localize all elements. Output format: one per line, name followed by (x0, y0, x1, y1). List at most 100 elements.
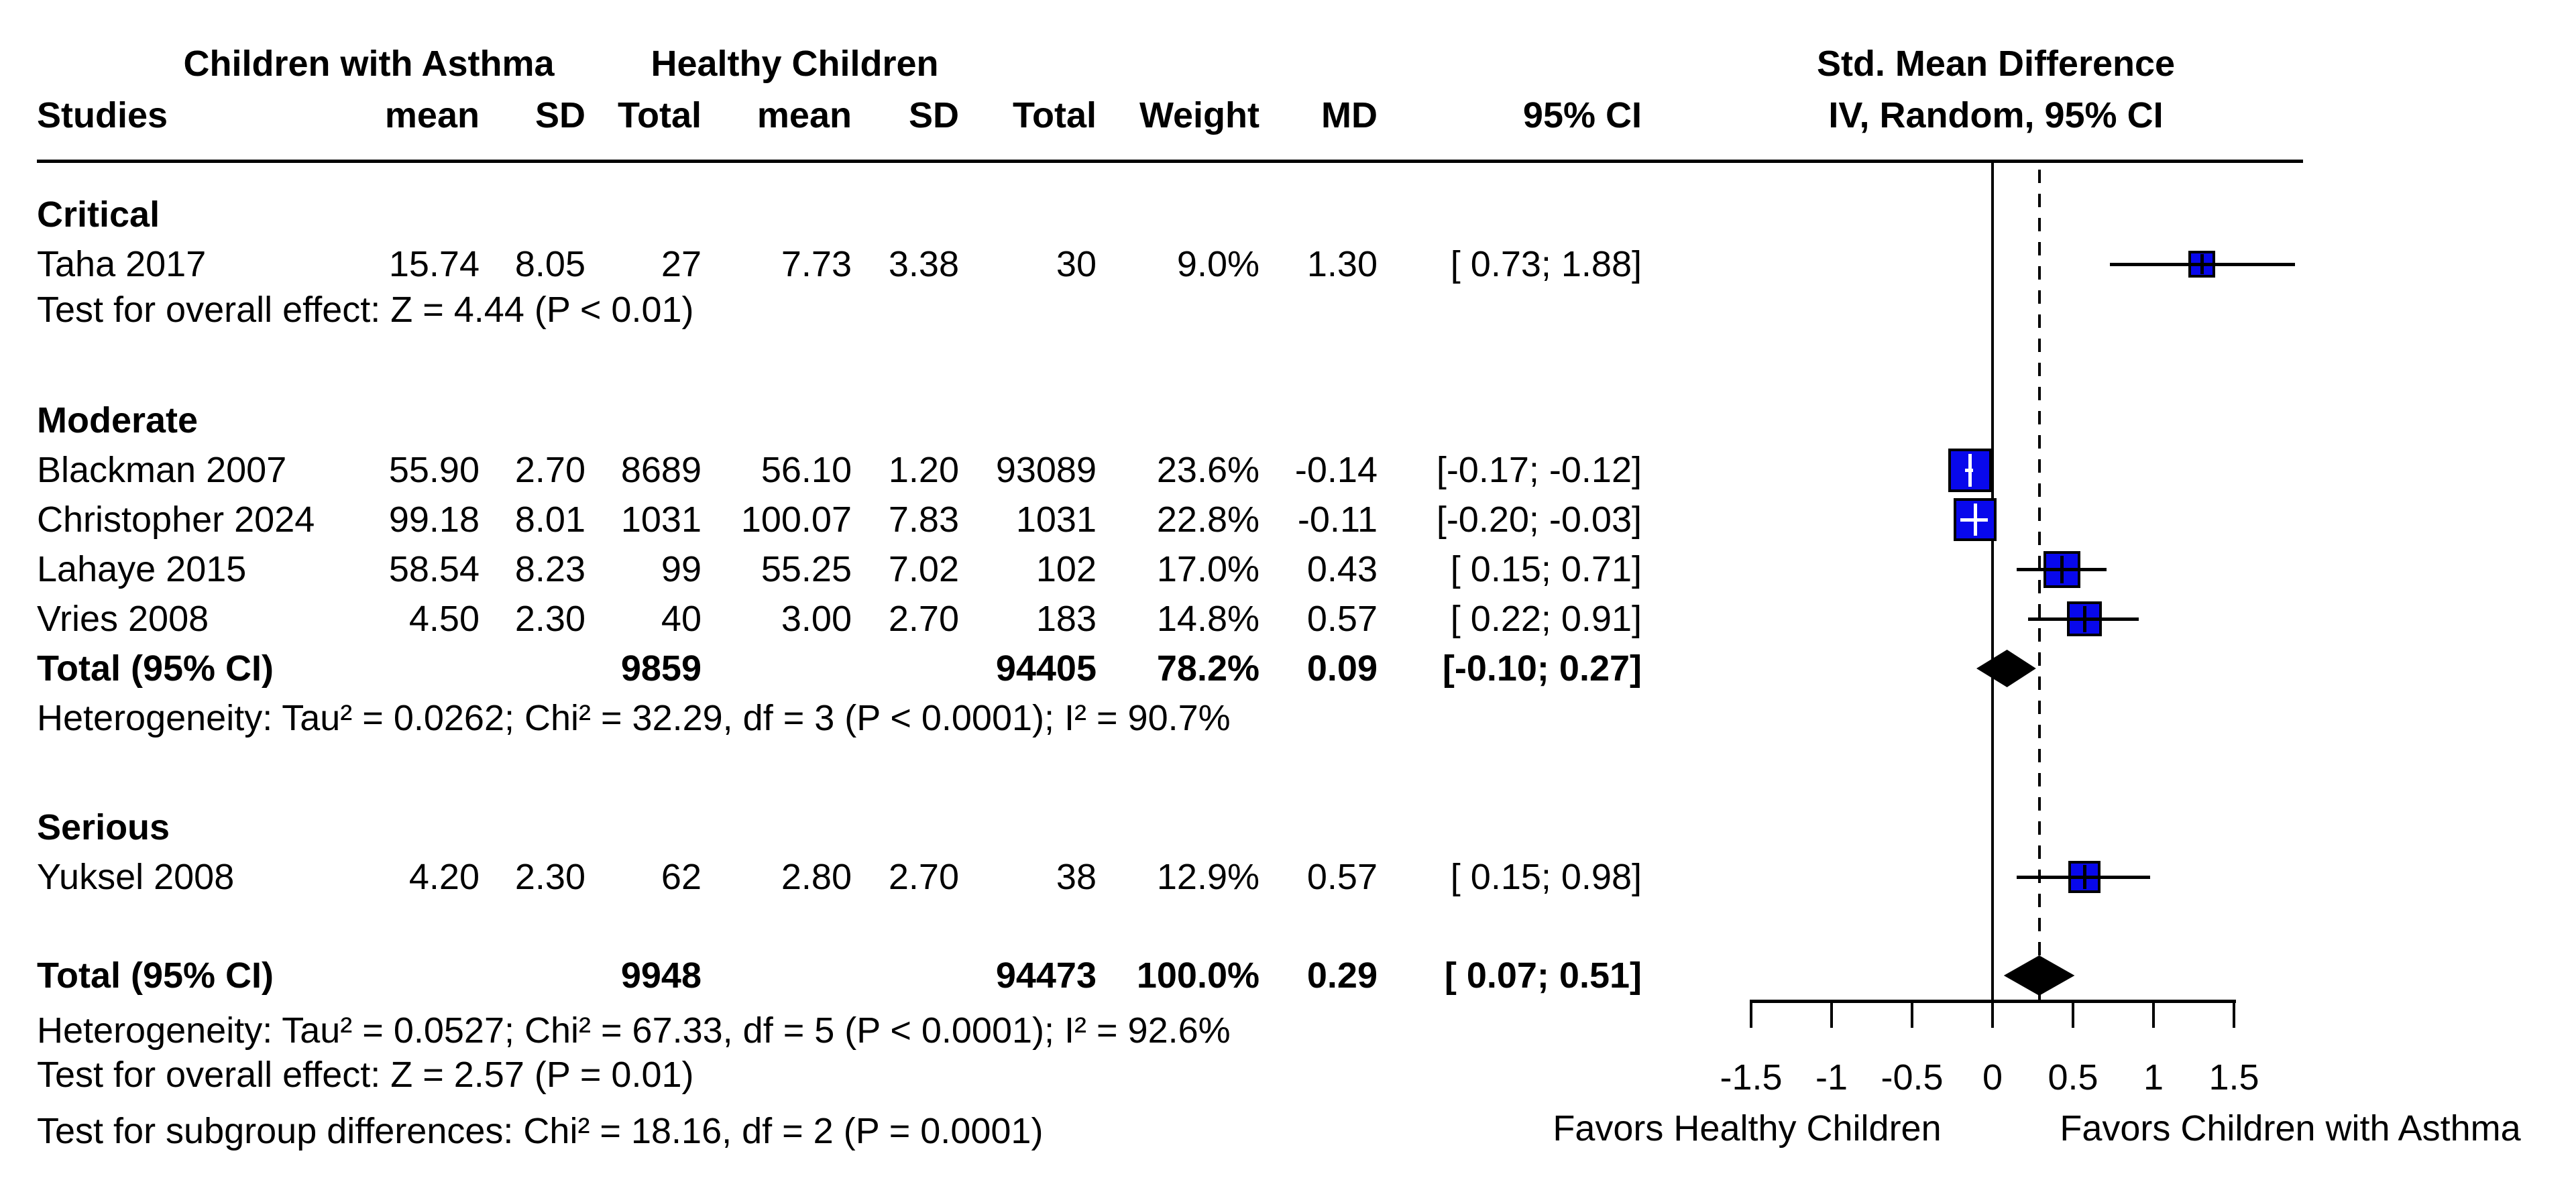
study-cell: 4.20 (408, 857, 480, 897)
study-cell: 22.8% (1156, 499, 1259, 540)
axis-tick (1991, 1000, 1994, 1028)
study-label: Blackman 2007 (37, 450, 287, 490)
total-cell: 94473 (995, 955, 1097, 996)
col-header: MD (1321, 95, 1378, 135)
total-label: Total (95% CI) (37, 648, 274, 689)
study-cell: 2.70 (888, 599, 959, 639)
study-cell: 3.00 (781, 599, 852, 639)
overall-dashed-line (2038, 170, 2041, 1001)
study-cell: 99.18 (388, 499, 480, 540)
study-cell: -0.14 (1294, 450, 1378, 490)
study-label: Vries 2008 (37, 599, 209, 639)
effect-tick (2082, 865, 2086, 889)
study-cell: [ 0.15; 0.71] (1450, 549, 1642, 589)
effect-tick (2082, 605, 2086, 632)
study-cell: 183 (1035, 599, 1097, 639)
study-cell: [ 0.15; 0.98] (1450, 857, 1642, 897)
study-cell: 40 (661, 599, 702, 639)
study-cell: 15.74 (388, 244, 480, 284)
axis-tick (2152, 1000, 2155, 1028)
axis-tick-label: -1.5 (1720, 1057, 1783, 1098)
axis-tick-label: 1.5 (2208, 1057, 2259, 1098)
axis-tick-label: -1 (1815, 1057, 1848, 1098)
study-cell: 7.73 (781, 244, 852, 284)
total-cell: [-0.10; 0.27] (1442, 648, 1642, 689)
study-cell: 2.70 (888, 857, 959, 897)
axis-tick (2072, 1000, 2074, 1028)
study-cell: 56.10 (761, 450, 852, 490)
group-header-asthma: Children with Asthma (183, 44, 555, 84)
total-cell: 100.0% (1136, 955, 1259, 996)
axis-tick (1911, 1000, 1913, 1028)
study-cell: 0.57 (1306, 857, 1378, 897)
total-cell: 9859 (620, 648, 702, 689)
study-cell: 7.02 (888, 549, 959, 589)
study-cell: 2.30 (514, 599, 585, 639)
effect-tick (2200, 254, 2204, 274)
study-cell: 27 (661, 244, 702, 284)
stat-line: Test for subgroup differences: Chi² = 18… (37, 1111, 1044, 1151)
total-cell: 9948 (620, 955, 702, 996)
study-cell: 38 (1056, 857, 1097, 897)
study-cell: 7.83 (888, 499, 959, 540)
study-cell: 2.80 (781, 857, 852, 897)
favors-left-label: Favors Healthy Children (1553, 1108, 1942, 1148)
study-cell: 0.57 (1306, 599, 1378, 639)
study-cell: 93089 (995, 450, 1097, 490)
total-cell: 94405 (995, 648, 1097, 689)
total-cell: 0.09 (1306, 648, 1378, 689)
stat-line: Heterogeneity: Tau² = 0.0527; Chi² = 67.… (37, 1010, 1231, 1051)
stat-line: Heterogeneity: Tau² = 0.0262; Chi² = 32.… (37, 698, 1231, 738)
subtotal-diamond (1976, 650, 2036, 687)
study-label: Lahaye 2015 (37, 549, 247, 589)
col-header: Total (1013, 95, 1097, 135)
study-cell: [ 0.22; 0.91] (1450, 599, 1642, 639)
study-cell: -0.11 (1297, 499, 1378, 540)
study-cell: 0.43 (1306, 549, 1378, 589)
total-cell: [ 0.07; 0.51] (1444, 955, 1642, 996)
effect-tick (2060, 555, 2064, 583)
study-cell: 12.9% (1156, 857, 1259, 897)
axis-tick-label: 0.5 (2048, 1057, 2098, 1098)
effect-tick (1973, 504, 1977, 536)
subgroup-label: Critical (37, 194, 160, 235)
col-header: 95% CI (1522, 95, 1642, 135)
study-cell: 99 (661, 549, 702, 589)
study-cell: 8689 (620, 450, 702, 490)
effect-subtitle: IV, Random, 95% CI (1828, 95, 2164, 135)
axis-tick (1830, 1000, 1833, 1028)
study-cell: [-0.17; -0.12] (1436, 450, 1642, 490)
study-cell: 1031 (620, 499, 702, 540)
study-cell: [-0.20; -0.03] (1436, 499, 1642, 540)
study-cell: 55.25 (761, 549, 852, 589)
study-cell: 102 (1035, 549, 1097, 589)
study-label: Christopher 2024 (37, 499, 315, 540)
col-header-studies: Studies (37, 95, 168, 135)
study-cell: 1.30 (1306, 244, 1378, 284)
col-header: SD (535, 95, 585, 135)
stat-line: Test for overall effect: Z = 4.44 (P < 0… (37, 290, 694, 330)
header-rule (37, 160, 2303, 163)
study-cell: 2.70 (514, 450, 585, 490)
col-header: mean (384, 95, 480, 135)
study-cell: 9.0% (1176, 244, 1259, 284)
study-label: Yuksel 2008 (37, 857, 235, 897)
zero-line (1991, 162, 1994, 1001)
study-cell: 55.90 (388, 450, 480, 490)
study-label: Taha 2017 (37, 244, 207, 284)
effect-title: Std. Mean Difference (1816, 44, 2176, 84)
study-cell: 100.07 (740, 499, 852, 540)
col-header: SD (908, 95, 959, 135)
study-cell: 1031 (1015, 499, 1097, 540)
favors-right-label: Favors Children with Asthma (2060, 1108, 2521, 1148)
total-cell: 0.29 (1306, 955, 1378, 996)
study-cell: 2.30 (514, 857, 585, 897)
study-cell: [ 0.73; 1.88] (1450, 244, 1642, 284)
study-cell: 8.05 (514, 244, 585, 284)
study-cell: 14.8% (1156, 599, 1259, 639)
study-cell: 4.50 (408, 599, 480, 639)
total-cell: 78.2% (1156, 648, 1259, 689)
axis-tick-label: 1 (2143, 1057, 2164, 1098)
